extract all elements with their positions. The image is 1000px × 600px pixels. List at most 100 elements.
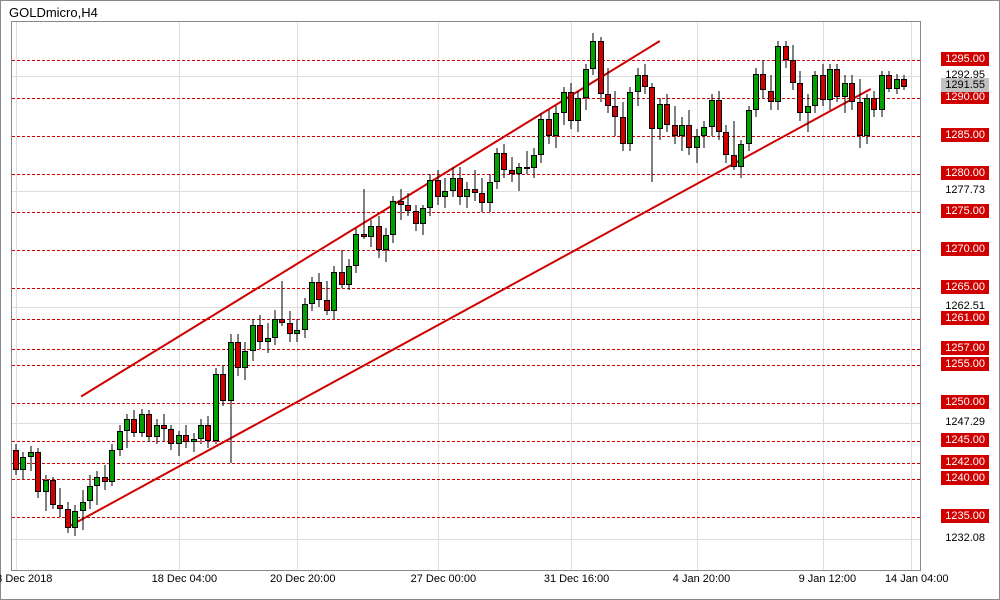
candle [43,22,49,570]
candle [427,22,433,570]
candle [28,22,34,570]
candle [405,22,411,570]
candle [228,22,234,570]
candle [701,22,707,570]
candle [494,22,500,570]
candle [472,22,478,570]
candle [598,22,604,570]
candle [183,22,189,570]
candle [65,22,71,570]
candle [220,22,226,570]
candle [213,22,219,570]
candle [442,22,448,570]
candle [723,22,729,570]
candle [775,22,781,570]
candle [457,22,463,570]
candle [664,22,670,570]
candle [109,22,115,570]
candle [450,22,456,570]
candle [346,22,352,570]
candle [672,22,678,570]
candle [649,22,655,570]
candle [516,22,522,570]
candle [834,22,840,570]
candle [198,22,204,570]
candle [102,22,108,570]
candle [842,22,848,570]
x-gridline [911,22,912,570]
candle [738,22,744,570]
candle [849,22,855,570]
candle [80,22,86,570]
price-level-label: 1285.00 [941,128,989,142]
candle [250,22,256,570]
candle [316,22,322,570]
price-level-label: 1265.00 [941,280,989,294]
candle [205,22,211,570]
candle [257,22,263,570]
candle [368,22,374,570]
price-level-label: 1280.00 [941,166,989,180]
candle [790,22,796,570]
candle [420,22,426,570]
x-axis-label: 14 Jan 04:00 [885,573,949,585]
candle [464,22,470,570]
candle [538,22,544,570]
candle [154,22,160,570]
candle [627,22,633,570]
candle [760,22,766,570]
candle [487,22,493,570]
candle [390,22,396,570]
candle [864,22,870,570]
candle [331,22,337,570]
candle [235,22,241,570]
candle [302,22,308,570]
candle [94,22,100,570]
current-price-label: 1291.55 [941,78,989,92]
candle [294,22,300,570]
price-level-label: 1275.00 [941,204,989,218]
candle [309,22,315,570]
price-level-label: 1250.00 [941,395,989,409]
candle [612,22,618,570]
price-level-label: 1257.00 [941,341,989,355]
candle [561,22,567,570]
candle [894,22,900,570]
candle [575,22,581,570]
price-level-label: 1261.00 [941,311,989,325]
candle [620,22,626,570]
x-axis-label: 27 Dec 00:00 [411,573,476,585]
candle [168,22,174,570]
candle [509,22,515,570]
candle [87,22,93,570]
candle [797,22,803,570]
candle [287,22,293,570]
x-axis-label: 31 Dec 16:00 [544,573,609,585]
candle [901,22,907,570]
candle [746,22,752,570]
candle [546,22,552,570]
candle [72,22,78,570]
candle [20,22,26,570]
candle [279,22,285,570]
candle [605,22,611,570]
x-axis-label: 4 Jan 20:00 [673,573,731,585]
candle [324,22,330,570]
candle [479,22,485,570]
x-axis: 13 Dec 201818 Dec 04:0020 Dec 20:0027 De… [11,571,921,596]
candle [272,22,278,570]
candle [353,22,359,570]
candle [827,22,833,570]
candle [191,22,197,570]
y-axis: 1232.081247.291262.511277.731292.951295.… [921,21,991,571]
candle [657,22,663,570]
candle [501,22,507,570]
candle [176,22,182,570]
price-level-label: 1245.00 [941,433,989,447]
candle [524,22,530,570]
plot-area[interactable] [11,21,921,571]
candle [35,22,41,570]
candle [398,22,404,570]
price-level-label: 1242.00 [941,455,989,469]
candle [553,22,559,570]
